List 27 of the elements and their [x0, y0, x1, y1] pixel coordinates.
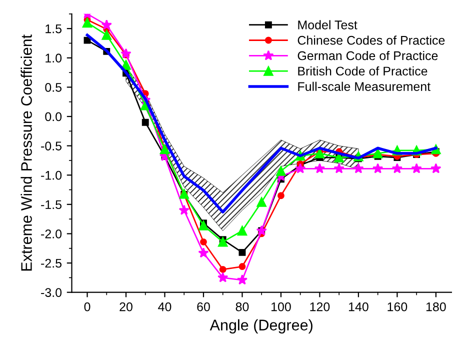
- y-tick-label: -1.0: [41, 170, 62, 180]
- y-tick-label: -3.0: [41, 288, 62, 297]
- x-axis-title: Angle (Degree): [210, 319, 312, 334]
- y-tick-label: 1.0: [46, 54, 62, 63]
- legend-label: Chinese Codes of Practice: [298, 36, 445, 45]
- y-tick-label: -2.5: [41, 258, 62, 268]
- x-tick-label: 0: [84, 302, 90, 312]
- y-tick-label: -1.5: [41, 200, 62, 210]
- x-tick-label: 20: [120, 302, 132, 312]
- y-tick-label: 0.5: [45, 82, 62, 92]
- y-tick-label: -2.0: [41, 230, 62, 238]
- x-tick-label: 60: [197, 302, 210, 312]
- x-tick-label: 160: [388, 302, 408, 312]
- x-tick-label: 140: [348, 302, 368, 312]
- x-tick-label: 40: [158, 302, 172, 312]
- legend-label: Full-scale Measurement: [298, 82, 430, 91]
- x-tick-label: 120: [310, 302, 330, 312]
- y-tick-label: -0.5: [41, 142, 62, 150]
- legend-label: German Code of Practice: [298, 50, 438, 60]
- y-axis-title: Extreme Wind Pressure Coefficient: [20, 34, 32, 271]
- x-tick-label: 100: [271, 302, 291, 312]
- legend-label: British Code of Practice: [298, 66, 428, 76]
- x-tick-label: 80: [236, 302, 249, 312]
- legend-label: Model Test: [298, 20, 358, 30]
- y-tick-label: 0.0: [45, 112, 62, 122]
- y-tick-label: 1.5: [46, 24, 62, 34]
- x-tick-label: 180: [426, 302, 446, 312]
